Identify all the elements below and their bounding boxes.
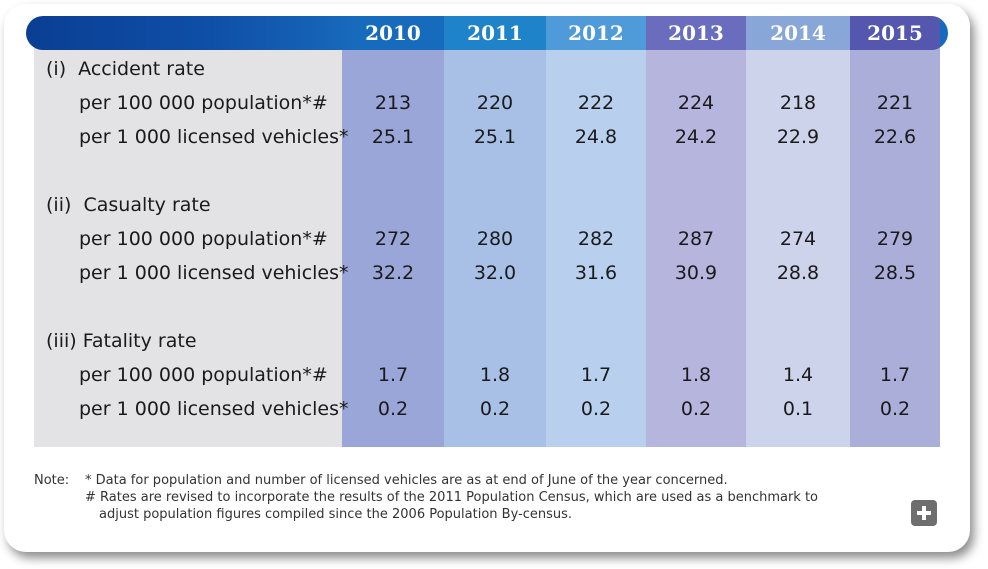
row-label: per 1 000 licensed vehicles* (79, 126, 349, 148)
year-header-2010: 2010 (365, 21, 421, 45)
table-cell-2013: 287 (677, 228, 715, 250)
table-cell-2014: 218 (779, 92, 817, 114)
table-cell-2014: 1.4 (782, 364, 814, 386)
table-cell-2013: 24.2 (674, 126, 718, 148)
column-background-2013 (646, 34, 746, 447)
section-title: (i) Accident rate (46, 58, 205, 80)
table-cell-2013: 1.8 (680, 364, 712, 386)
table-cell-2010: 25.1 (371, 126, 415, 148)
table-cell-2014: 28.8 (776, 262, 820, 284)
note-adjust-population: adjust population figures compiled since… (99, 507, 573, 522)
column-background-2012 (546, 34, 646, 447)
table-cell-2012: 1.7 (580, 364, 612, 386)
table-cell-2011: 280 (476, 228, 514, 250)
table-cell-2015: 279 (876, 228, 914, 250)
table-cell-2010: 213 (374, 92, 412, 114)
note-prefix: Note: (34, 473, 70, 488)
table-cell-2015: 221 (876, 92, 914, 114)
table-cell-2012: 222 (577, 92, 615, 114)
table-cell-2012: 24.8 (574, 126, 618, 148)
table-cell-2012: 0.2 (580, 398, 612, 420)
row-label: per 1 000 licensed vehicles* (79, 398, 349, 420)
year-header-2011: 2011 (444, 16, 546, 50)
table-cell-2015: 22.6 (873, 126, 917, 148)
note-revised-rates: # Rates are revised to incorporate the r… (85, 490, 819, 505)
table-cell-2012: 31.6 (574, 262, 618, 284)
table-cell-2010: 272 (374, 228, 412, 250)
table-cell-2014: 274 (779, 228, 817, 250)
table-cell-2010: 32.2 (371, 262, 415, 284)
table-cell-2011: 0.2 (479, 398, 511, 420)
year-header-2012: 2012 (546, 16, 646, 50)
table-cell-2013: 224 (677, 92, 715, 114)
column-background-2011 (444, 34, 546, 447)
table-cell-2014: 22.9 (776, 126, 820, 148)
plus-icon[interactable] (911, 500, 937, 526)
table-cell-2015: 0.2 (879, 398, 911, 420)
table-cell-2012: 282 (577, 228, 615, 250)
row-label: per 100 000 population*# (79, 364, 328, 386)
year-header-2013: 2013 (646, 16, 746, 50)
row-label: per 1 000 licensed vehicles* (79, 262, 349, 284)
table-cell-2011: 32.0 (473, 262, 517, 284)
year-header-2015: 2015 (850, 16, 940, 50)
column-background-2015 (850, 34, 940, 447)
row-label: per 100 000 population*# (79, 92, 328, 114)
year-header-bar: 2010 2011 2012 2013 2014 2015 (26, 16, 948, 50)
row-label: per 100 000 population*# (79, 228, 328, 250)
column-background-2010 (342, 34, 444, 447)
table-cell-2010: 0.2 (377, 398, 409, 420)
row-label-panel (34, 34, 342, 447)
table-cell-2011: 220 (476, 92, 514, 114)
table-cell-2013: 0.2 (680, 398, 712, 420)
table-cell-2011: 1.8 (479, 364, 511, 386)
table-cell-2015: 28.5 (873, 262, 917, 284)
table-cell-2011: 25.1 (473, 126, 517, 148)
section-title: (ii) Casualty rate (46, 194, 211, 216)
table-cell-2010: 1.7 (377, 364, 409, 386)
section-title: (iii) Fatality rate (46, 330, 197, 352)
column-background-2014 (746, 34, 850, 447)
table-cell-2015: 1.7 (879, 364, 911, 386)
note-population: * Data for population and number of lice… (85, 473, 728, 488)
table-cell-2013: 30.9 (674, 262, 718, 284)
table-cell-2014: 0.1 (782, 398, 814, 420)
year-header-2014: 2014 (746, 16, 850, 50)
